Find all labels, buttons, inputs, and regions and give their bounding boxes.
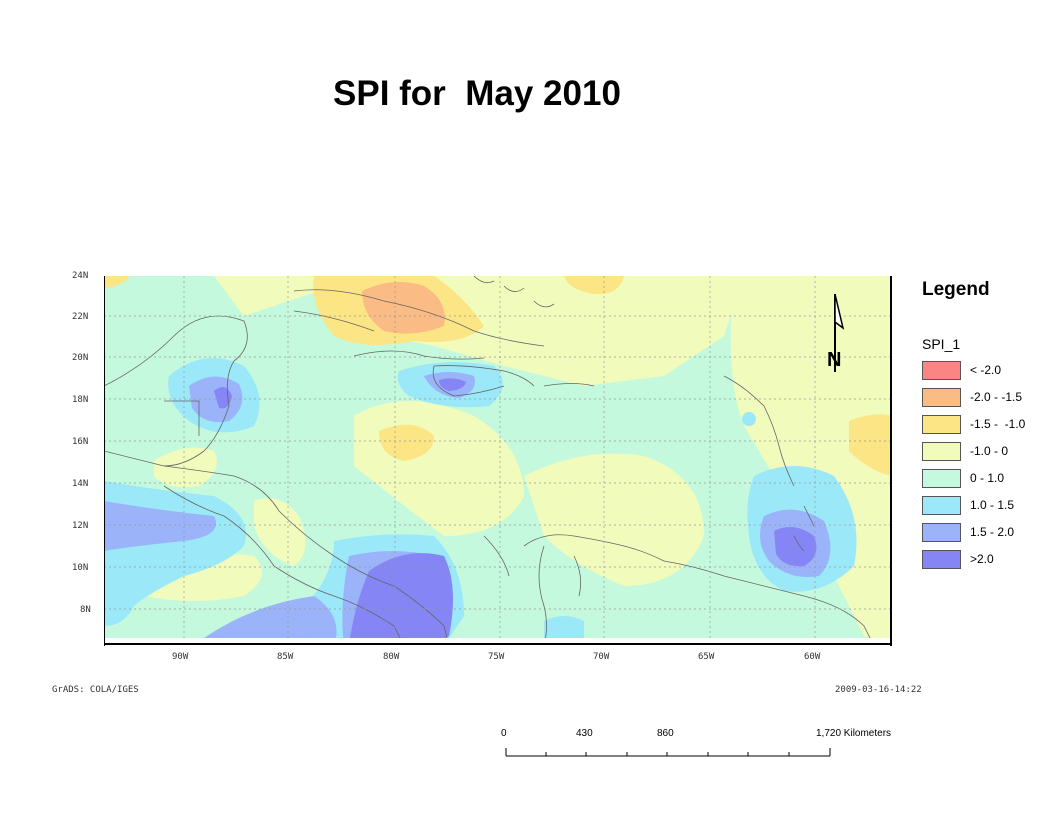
- spi-fill-1-5-2: [194, 596, 337, 646]
- spi-fill-neg1-0: [524, 453, 704, 586]
- spi-fill-neg1-5-neg1: [564, 276, 624, 295]
- spi-fill-neg1-0: [154, 447, 217, 488]
- lat-label: 18N: [72, 395, 89, 405]
- legend-swatch: [922, 415, 961, 434]
- spi-fill-neg1-5-neg1: [104, 276, 129, 288]
- lon-label: 65W: [698, 652, 715, 662]
- lat-label: 20N: [72, 353, 89, 363]
- lat-label: 10N: [72, 563, 89, 573]
- spi-fill-neg2-neg1-5: [362, 282, 445, 334]
- legend-label: -1.5 - -1.0: [970, 417, 1026, 431]
- scale-label: 860: [657, 728, 674, 739]
- legend-item: >2.0: [922, 550, 1042, 570]
- legend-swatch: [922, 442, 961, 461]
- lon-label: 80W: [383, 652, 400, 662]
- legend-label: < -2.0: [970, 363, 1002, 377]
- north-arrow-icon: N: [827, 293, 845, 372]
- lat-label: 24N: [72, 271, 89, 281]
- legend-label: -2.0 - -1.5: [970, 390, 1023, 404]
- legend-label: >2.0: [970, 552, 994, 566]
- map-title: SPI for May 2010: [333, 74, 621, 113]
- spi-contour-map: [104, 276, 892, 646]
- map-timestamp: 2009-03-16-14:22: [835, 685, 922, 695]
- legend-swatch: [922, 523, 961, 542]
- legend-item: < -2.0: [922, 361, 1042, 381]
- scale-bar: 0 430 860 1,720 Kilometers: [495, 728, 915, 768]
- spi-fill-1-5-2: [104, 501, 216, 551]
- legend-layer-name: SPI_1: [922, 336, 961, 352]
- north-label: N: [827, 349, 841, 371]
- scale-ruler: [505, 748, 831, 757]
- scale-label: 430: [576, 728, 593, 739]
- legend-swatch: [922, 496, 961, 515]
- legend-label: 1.0 - 1.5: [970, 498, 1015, 512]
- legend-title: Legend: [922, 279, 990, 300]
- lat-label: 16N: [72, 437, 89, 447]
- lon-label: 70W: [593, 652, 610, 662]
- lat-label: 14N: [72, 479, 89, 489]
- legend-label: 0 - 1.0: [970, 471, 1005, 485]
- legend-item: 1.5 - 2.0: [922, 523, 1042, 543]
- spi-fill-gt2: [349, 553, 453, 646]
- legend-label: -1.0 - 0: [970, 444, 1009, 458]
- legend-item: 1.0 - 1.5: [922, 496, 1042, 516]
- spi-fill-gt2: [774, 527, 817, 567]
- lon-label: 60W: [804, 652, 821, 662]
- lat-label: 12N: [72, 521, 89, 531]
- legend-swatch: [922, 550, 961, 569]
- spi-fill-neg1-5-neg1: [379, 424, 434, 461]
- lon-label: 90W: [172, 652, 189, 662]
- legend-swatch: [922, 388, 961, 407]
- scale-label: 0: [501, 728, 507, 739]
- scale-label: 1,720 Kilometers: [816, 728, 892, 739]
- legend-item: 0 - 1.0: [922, 469, 1042, 489]
- spi-fill-neg1-5-neg1: [849, 414, 892, 476]
- lat-label: 22N: [72, 312, 89, 322]
- spi-fill-1-1-5: [742, 412, 756, 426]
- legend-swatch: [922, 361, 961, 380]
- lat-label: 8N: [80, 605, 91, 615]
- spi-fill-neg1-0: [254, 498, 306, 566]
- legend-item: -1.0 - 0: [922, 442, 1042, 462]
- map-credit: GrADS: COLA/IGES: [52, 685, 139, 695]
- legend-item: -2.0 - -1.5: [922, 388, 1042, 408]
- legend-swatch: [922, 469, 961, 488]
- spi-map: [104, 276, 892, 646]
- graticule: [104, 276, 892, 646]
- spi-fill-neg1-0: [104, 276, 364, 316]
- lon-label: 75W: [488, 652, 505, 662]
- lon-label: 85W: [277, 652, 294, 662]
- legend-item: -1.5 - -1.0: [922, 415, 1042, 435]
- legend-label: 1.5 - 2.0: [970, 525, 1015, 539]
- spi-fill-gt2: [439, 378, 466, 391]
